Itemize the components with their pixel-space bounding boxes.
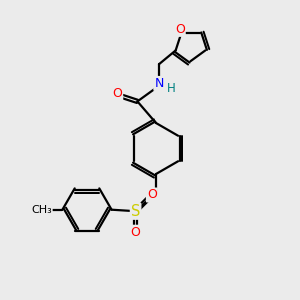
Text: O: O bbox=[131, 226, 140, 239]
Text: S: S bbox=[131, 204, 140, 219]
Text: CH₃: CH₃ bbox=[31, 205, 52, 215]
Text: O: O bbox=[175, 23, 185, 36]
Text: N: N bbox=[154, 77, 164, 90]
Text: O: O bbox=[147, 188, 157, 202]
Text: H: H bbox=[167, 82, 176, 95]
Text: O: O bbox=[112, 86, 122, 100]
